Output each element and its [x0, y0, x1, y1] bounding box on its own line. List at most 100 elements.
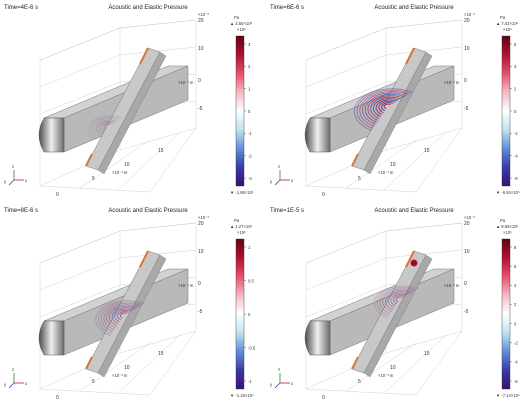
y-axis-label: ×10⁻³ m — [178, 283, 194, 288]
colorbar-tick-label: -2 — [248, 153, 252, 158]
plot-panel-1: Time=4E-6 s Acoustic and Elastic Pressure… — [0, 0, 266, 202]
pressure-wavefronts — [95, 300, 145, 336]
triad-axis-label: y — [4, 382, 7, 387]
z-tick-label: 20 — [464, 18, 470, 24]
colorbar-unit: Pa — [234, 218, 240, 223]
pressure-wavefronts — [374, 259, 419, 318]
pressure-3d-plot: Time=6E-6 s Acoustic and Elastic Pressure… — [270, 5, 520, 198]
colorbar-tick-label: 2 — [514, 302, 517, 307]
colorbar-tick-label: -4 — [514, 153, 518, 158]
x-tick-label: 5 — [92, 379, 95, 385]
triad-axis-label: z — [12, 367, 14, 372]
x-tick-label: 0 — [56, 395, 59, 401]
colorbar-exponent: ×10⁵ — [503, 27, 512, 32]
branch-tube — [351, 250, 433, 378]
triad-axis-label: x — [25, 178, 28, 183]
colorbar-tick-label: 0 — [514, 321, 517, 326]
plot-panel-3: Time=8E-6 s Acoustic and Elastic Pressure… — [0, 203, 266, 405]
plot-title: Acoustic and Elastic Pressure — [108, 208, 188, 214]
colorbar — [501, 238, 512, 390]
colorbar-tick-label: 1 — [248, 245, 251, 250]
axes-triad-icon — [274, 373, 290, 389]
x-tick-label: 0 — [322, 192, 325, 198]
z-axis-exponent: ×10⁻³ — [198, 215, 209, 220]
colorbar-min: ▼ -7.14×10⁵ — [496, 393, 520, 398]
branch-tube — [85, 47, 167, 175]
colorbar-exponent: ×10⁵ — [503, 230, 512, 235]
z-tick-label: 0 — [464, 281, 467, 287]
z-tick-label: -5 — [464, 309, 469, 315]
colorbar-min: ▼ -6.84×10⁵ — [496, 190, 520, 195]
axes-triad-icon — [8, 170, 24, 186]
z-axis-exponent: ×10⁻³ — [198, 12, 209, 17]
colorbar-tick-label: 4 — [514, 283, 517, 288]
colorbar-max: ▲ 3.55×10⁵ — [230, 21, 253, 26]
colorbar-max: ▲ 7.42×10⁵ — [496, 21, 519, 26]
colorbar-tick-label: -0.5 — [248, 345, 256, 350]
colorbar-tick-label: -4 — [514, 360, 518, 365]
colorbar-tick-label: -6 — [514, 379, 518, 384]
triad-axis-label: x — [291, 178, 294, 183]
z-tick-label: 20 — [198, 18, 204, 24]
x-tick-label: 10 — [124, 162, 130, 168]
z-tick-label: -5 — [198, 309, 203, 315]
colorbar-tick-label: -2 — [514, 131, 518, 136]
z-tick-label: 0 — [198, 281, 201, 287]
colorbar-min: ▼ -1.86×10⁵ — [230, 190, 254, 195]
pressure-wavefronts — [353, 88, 413, 131]
axes-triad-icon — [8, 373, 24, 389]
colorbar-tick-label: 0.5 — [248, 278, 254, 283]
x-axis-label: ×10⁻³ m — [112, 170, 128, 175]
time-label: Time=6E-6 s — [270, 5, 304, 11]
y-axis-label: ×10⁻³ m — [178, 80, 194, 85]
triad-axis-label: y — [270, 179, 273, 184]
colorbar-tick-label: 4 — [514, 64, 517, 69]
z-tick-label: 20 — [464, 221, 470, 227]
triad-axis-label: x — [291, 381, 294, 386]
colorbar-tick-label: 0 — [514, 109, 517, 114]
x-tick-label: 15 — [424, 351, 430, 357]
pressure-3d-plot: Time=1E-5 s Acoustic and Elastic Pressure… — [270, 208, 520, 401]
pressure-3d-plot: Time=4E-6 s Acoustic and Elastic Pressure… — [4, 5, 254, 198]
colorbar-tick-label: -2 — [514, 341, 518, 346]
triad-axis-label: z — [278, 164, 280, 169]
x-axis-label: ×10⁻³ m — [112, 373, 128, 378]
colorbar-unit: Pa — [234, 15, 240, 20]
time-label: Time=4E-6 s — [4, 5, 38, 11]
colorbar-unit: Pa — [500, 15, 506, 20]
z-tick-label: 10 — [464, 46, 470, 52]
colorbar-tick-label: 2 — [514, 86, 517, 91]
x-tick-label: 10 — [124, 365, 130, 371]
x-tick-label: 15 — [424, 148, 430, 154]
colorbar — [501, 35, 512, 187]
colorbar-exponent: ×10⁵ — [237, 230, 246, 235]
colorbar-tick-label: -6 — [514, 176, 518, 181]
colorbar-tick-label: 8 — [514, 245, 517, 250]
z-tick-label: -5 — [464, 106, 469, 112]
x-tick-label: 5 — [358, 176, 361, 182]
z-tick-label: 20 — [198, 221, 204, 227]
z-tick-label: 10 — [198, 46, 204, 52]
z-tick-label: -5 — [198, 106, 203, 112]
plot-title: Acoustic and Elastic Pressure — [374, 5, 454, 11]
colorbar-tick-label: 1 — [248, 86, 251, 91]
time-label: Time=1E-5 s — [270, 208, 304, 214]
x-axis-label: ×10⁻³ m — [378, 373, 394, 378]
colorbar-tick-label: -3 — [248, 176, 252, 181]
x-tick-label: 5 — [92, 176, 95, 182]
time-label: Time=8E-6 s — [4, 208, 38, 214]
plot-title: Acoustic and Elastic Pressure — [374, 208, 454, 214]
x-tick-label: 15 — [158, 351, 164, 357]
colorbar-unit: Pa — [500, 218, 506, 223]
colorbar-tick-label: 0 — [248, 109, 251, 114]
colorbar-exponent: ×10⁵ — [237, 27, 246, 32]
z-tick-label: 0 — [464, 78, 467, 84]
axes-triad-icon — [274, 170, 290, 186]
colorbar-tick-label: 6 — [514, 42, 517, 47]
x-axis-label: ×10⁻³ m — [378, 170, 394, 175]
colorbar-min: ▼ -1.19×10⁶ — [230, 393, 254, 398]
colorbar-max: ▲ 8.69×10⁵ — [496, 224, 519, 229]
triad-axis-label: z — [278, 367, 280, 372]
z-tick-label: 10 — [198, 249, 204, 255]
plot-panel-2: Time=6E-6 s Acoustic and Elastic Pressure… — [266, 0, 532, 202]
